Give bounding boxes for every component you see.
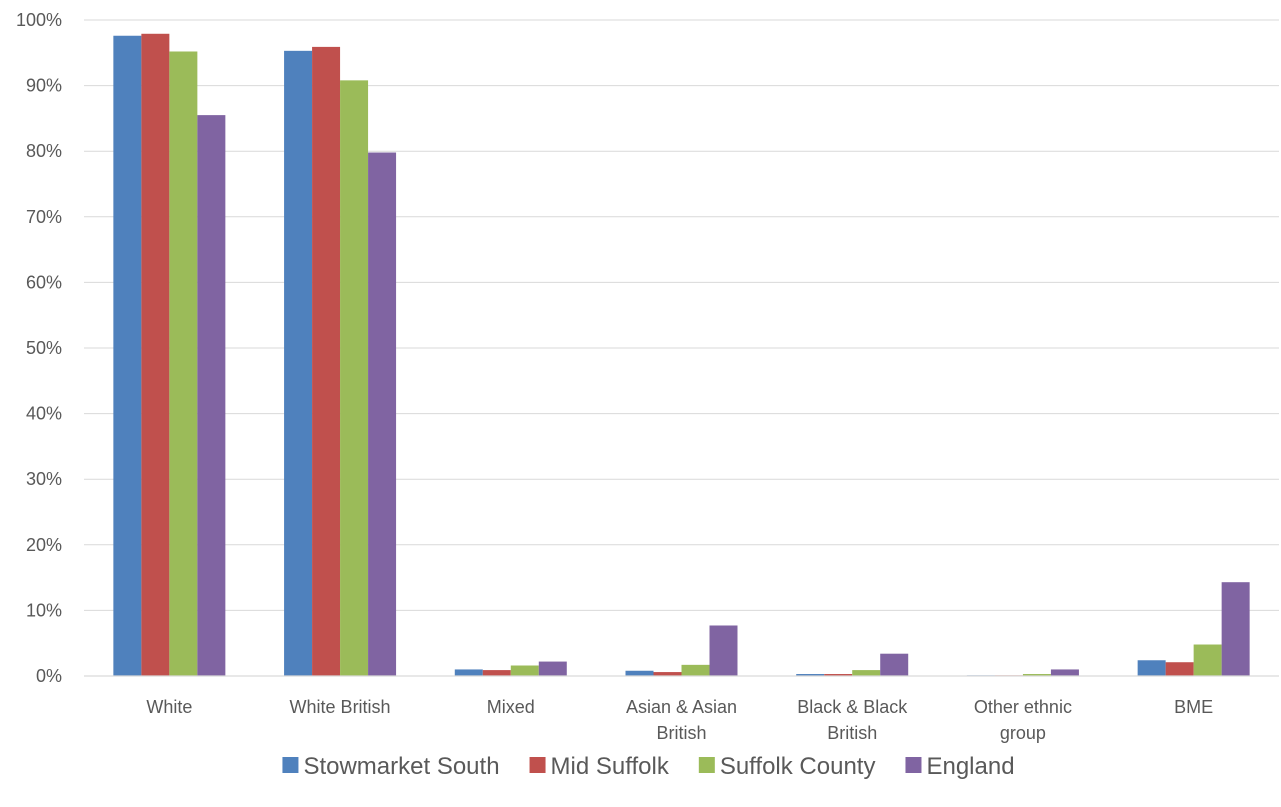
legend-item: Mid Suffolk [529, 753, 670, 780]
legend-label: Mid Suffolk [551, 753, 670, 780]
legend-swatch [905, 757, 922, 773]
bar [681, 664, 710, 676]
bar [824, 674, 853, 676]
y-tick-label: 40% [26, 404, 62, 424]
bar [141, 33, 170, 676]
legend-swatch [529, 757, 546, 773]
legend-item: England [905, 753, 1015, 780]
y-tick-label: 60% [26, 272, 62, 292]
x-category-label: Other ethnic group [974, 697, 1072, 743]
bar [1193, 644, 1222, 676]
legend-label: Suffolk County [720, 753, 876, 780]
x-category-label: BME [1174, 697, 1213, 717]
y-tick-label: 30% [26, 469, 62, 489]
x-category-label: Asian & Asian British [626, 697, 737, 743]
bar [1022, 674, 1051, 676]
y-tick-label: 90% [26, 76, 62, 96]
x-axis-categories: White White British Mixed Asian & Asian Brit… [146, 697, 1213, 743]
x-category-label: Black & Black British [797, 697, 908, 743]
bar [1137, 660, 1166, 676]
bar [454, 669, 483, 676]
legend-item: Stowmarket South [282, 753, 500, 780]
x-category-label: Mixed [487, 697, 535, 717]
bar [653, 672, 682, 676]
bar [852, 670, 881, 676]
bar [1165, 662, 1194, 676]
bar [340, 80, 369, 677]
bars [113, 33, 1250, 677]
y-tick-label: 0% [36, 666, 62, 686]
bar [538, 661, 567, 676]
legend: Stowmarket South Mid Suffolk Suffolk Count… [282, 753, 1015, 780]
x-category-label: White [146, 697, 192, 717]
bar [284, 50, 313, 676]
y-tick-label: 20% [26, 535, 62, 555]
bar [709, 625, 738, 676]
bar [169, 51, 198, 677]
y-tick-label: 50% [26, 338, 62, 358]
bar [1050, 669, 1079, 676]
bar [510, 665, 539, 676]
bar [625, 670, 654, 676]
legend-item: Suffolk County [698, 753, 876, 780]
y-tick-label: 70% [26, 207, 62, 227]
bar [197, 115, 226, 677]
legend-label: Stowmarket South [303, 753, 499, 780]
legend-swatch [282, 757, 299, 773]
bar [796, 674, 825, 676]
legend-swatch [698, 757, 715, 773]
gridlines [84, 19, 1279, 611]
bar [880, 653, 909, 676]
y-tick-label: 80% [26, 141, 62, 161]
y-tick-label: 100% [16, 10, 62, 30]
bar [113, 35, 142, 676]
bar [482, 670, 511, 676]
bar [1221, 582, 1250, 676]
x-category-label: White British [290, 697, 391, 717]
bar [312, 46, 341, 677]
bar [368, 152, 397, 677]
y-tick-label: 10% [26, 600, 62, 620]
y-axis-ticks: 0% 10% 20% 30% 40% 50% 60% 70% 80% 90% 100% [16, 10, 62, 686]
legend-label: England [926, 753, 1014, 780]
